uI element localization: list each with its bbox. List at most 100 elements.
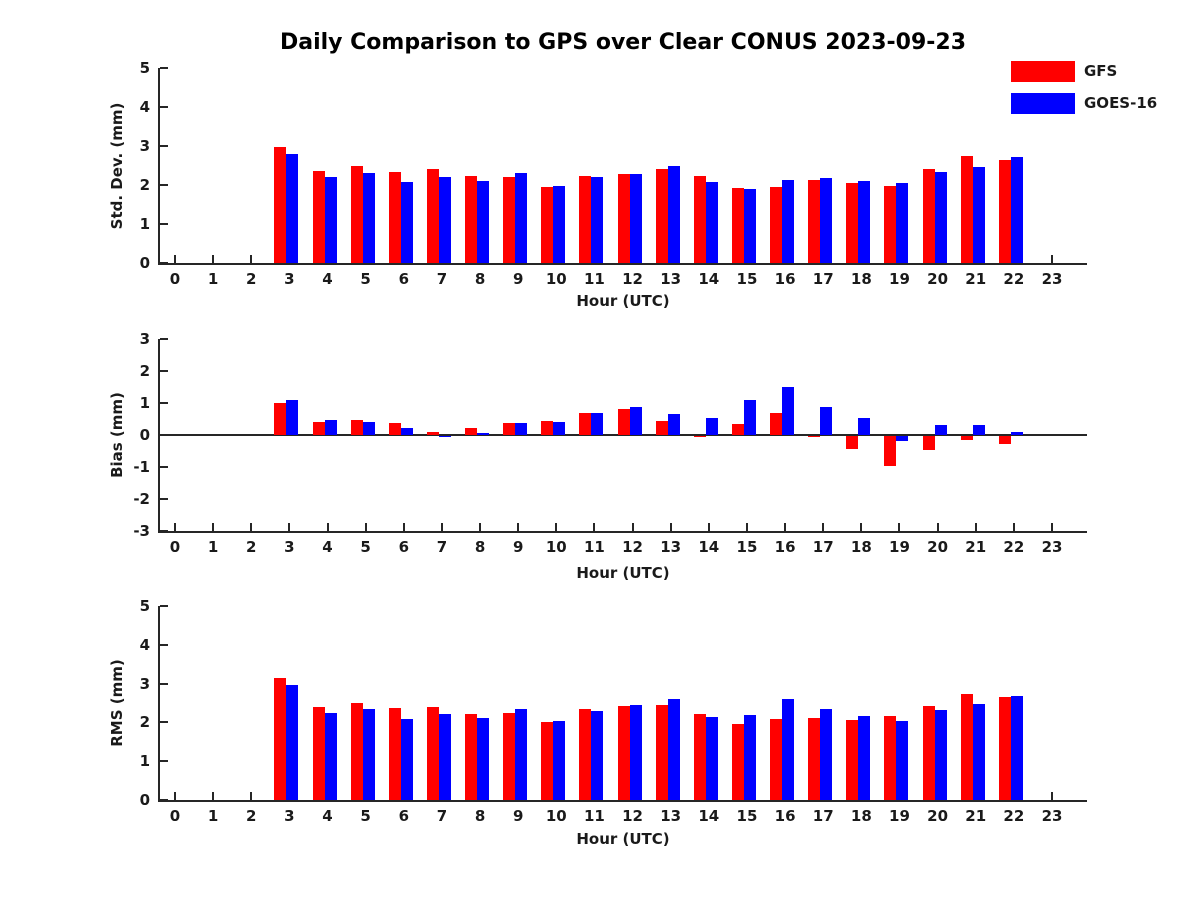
bar-gfs-hour-13 — [655, 420, 668, 435]
bar-gfs-hour-13 — [655, 169, 668, 263]
x-tick-label: 7 — [436, 807, 448, 825]
bar-gfs-hour-6 — [388, 707, 401, 800]
x-tick-label: 16 — [774, 270, 796, 288]
bar-goes16-hour-7 — [438, 714, 451, 800]
x-axis-label-hour-utc: Hour (UTC) — [576, 564, 670, 582]
y-axis-label-std-dev: Std. Dev. (mm) — [108, 102, 126, 230]
bar-goes16-hour-14 — [705, 418, 718, 435]
bar-goes16-hour-15 — [743, 400, 756, 435]
x-tick-label: 5 — [360, 538, 371, 556]
y-tick — [160, 223, 168, 225]
bar-goes16-hour-9 — [515, 708, 528, 800]
bar-goes16-hour-8 — [477, 180, 490, 263]
bar-gfs-hour-9 — [503, 423, 516, 435]
y-tick — [160, 106, 168, 108]
x-tick-label: 8 — [474, 538, 486, 556]
x-tick-label: 12 — [622, 538, 643, 556]
bar-gfs-hour-20 — [922, 169, 935, 263]
bar-goes16-hour-7 — [438, 436, 451, 437]
x-tick-label: 9 — [512, 270, 524, 288]
bar-goes16-hour-20 — [934, 425, 947, 435]
x-tick — [1051, 255, 1053, 263]
bar-gfs-hour-22 — [998, 159, 1011, 263]
x-tick — [250, 523, 253, 531]
bar-goes16-hour-9 — [515, 173, 528, 263]
zero-line — [158, 434, 1087, 436]
bar-goes16-hour-3 — [286, 153, 299, 263]
bar-gfs-hour-14 — [693, 176, 706, 263]
x-tick-label: 4 — [322, 538, 333, 556]
bar-gfs-hour-13 — [655, 705, 668, 800]
bar-gfs-hour-22 — [998, 436, 1011, 445]
bar-gfs-hour-3 — [274, 678, 287, 800]
bar-goes16-hour-22 — [1010, 156, 1023, 263]
x-tick — [326, 523, 329, 531]
x-axis-label-hour-utc: Hour (UTC) — [576, 292, 670, 310]
x-tick-label: 23 — [1041, 807, 1063, 825]
x-tick-label: 4 — [322, 807, 333, 825]
bar-goes16-hour-13 — [667, 413, 680, 435]
x-tick — [784, 523, 787, 531]
bar-gfs-hour-15 — [731, 423, 744, 435]
bar-gfs-hour-16 — [770, 186, 783, 263]
x-tick-label: 0 — [169, 807, 181, 825]
y-tick — [160, 466, 168, 468]
bar-goes16-hour-13 — [667, 165, 680, 263]
x-tick-label: 8 — [474, 807, 486, 825]
bar-goes16-hour-3 — [286, 684, 299, 800]
x-tick — [745, 523, 748, 531]
x-tick-label: 14 — [698, 538, 720, 556]
x-tick-label: 1 — [207, 807, 219, 825]
bar-gfs-hour-14 — [693, 713, 706, 800]
x-tick-label: 19 — [889, 807, 910, 825]
bar-goes16-hour-6 — [400, 181, 413, 263]
y-axis-spine — [158, 606, 160, 802]
bar-gfs-hour-16 — [770, 412, 783, 435]
x-tick-label: 10 — [545, 807, 567, 825]
x-axis-label-hour-utc: Hour (UTC) — [576, 830, 670, 848]
x-tick-label: 9 — [512, 538, 524, 556]
bar-gfs-hour-18 — [846, 183, 859, 263]
x-tick — [631, 523, 634, 531]
x-tick-label: 21 — [965, 538, 987, 556]
y-tick — [160, 262, 168, 264]
y-tick-label: 3 — [139, 330, 150, 348]
bar-gfs-hour-7 — [426, 706, 439, 800]
x-tick — [822, 523, 825, 531]
x-tick — [174, 792, 176, 800]
x-tick — [212, 255, 215, 263]
bar-gfs-hour-17 — [808, 717, 821, 800]
x-tick-label: 21 — [965, 807, 987, 825]
x-tick-label: 13 — [660, 538, 682, 556]
x-tick — [174, 255, 176, 263]
y-tick — [160, 721, 168, 724]
x-tick — [707, 523, 710, 531]
y-tick — [160, 184, 168, 186]
x-tick-label: 11 — [583, 807, 605, 825]
y-tick-label: -2 — [133, 490, 150, 508]
x-tick — [974, 523, 977, 531]
bar-goes16-hour-3 — [286, 400, 299, 435]
bar-goes16-hour-20 — [934, 172, 947, 263]
bar-goes16-hour-14 — [705, 716, 718, 800]
bar-goes16-hour-19 — [896, 182, 909, 263]
bar-goes16-hour-17 — [820, 178, 833, 263]
bar-gfs-hour-8 — [465, 713, 478, 800]
y-tick-label: 4 — [139, 98, 150, 116]
y-tick-label: 2 — [139, 713, 150, 732]
bar-goes16-hour-4 — [324, 177, 337, 263]
bar-gfs-hour-21 — [960, 155, 973, 263]
bar-goes16-hour-11 — [591, 710, 604, 800]
x-tick-label: 15 — [736, 538, 758, 556]
x-tick-label: 18 — [850, 538, 872, 556]
y-axis-spine — [158, 68, 160, 265]
bar-goes16-hour-8 — [477, 433, 490, 435]
bar-goes16-hour-19 — [896, 436, 909, 441]
bar-goes16-hour-11 — [591, 412, 604, 435]
y-tick-label: 1 — [139, 215, 150, 233]
bar-gfs-hour-4 — [312, 421, 325, 435]
y-tick — [160, 402, 168, 404]
y-tick-label: 2 — [139, 362, 150, 380]
bar-gfs-hour-3 — [274, 403, 287, 435]
bar-gfs-hour-7 — [426, 431, 439, 435]
